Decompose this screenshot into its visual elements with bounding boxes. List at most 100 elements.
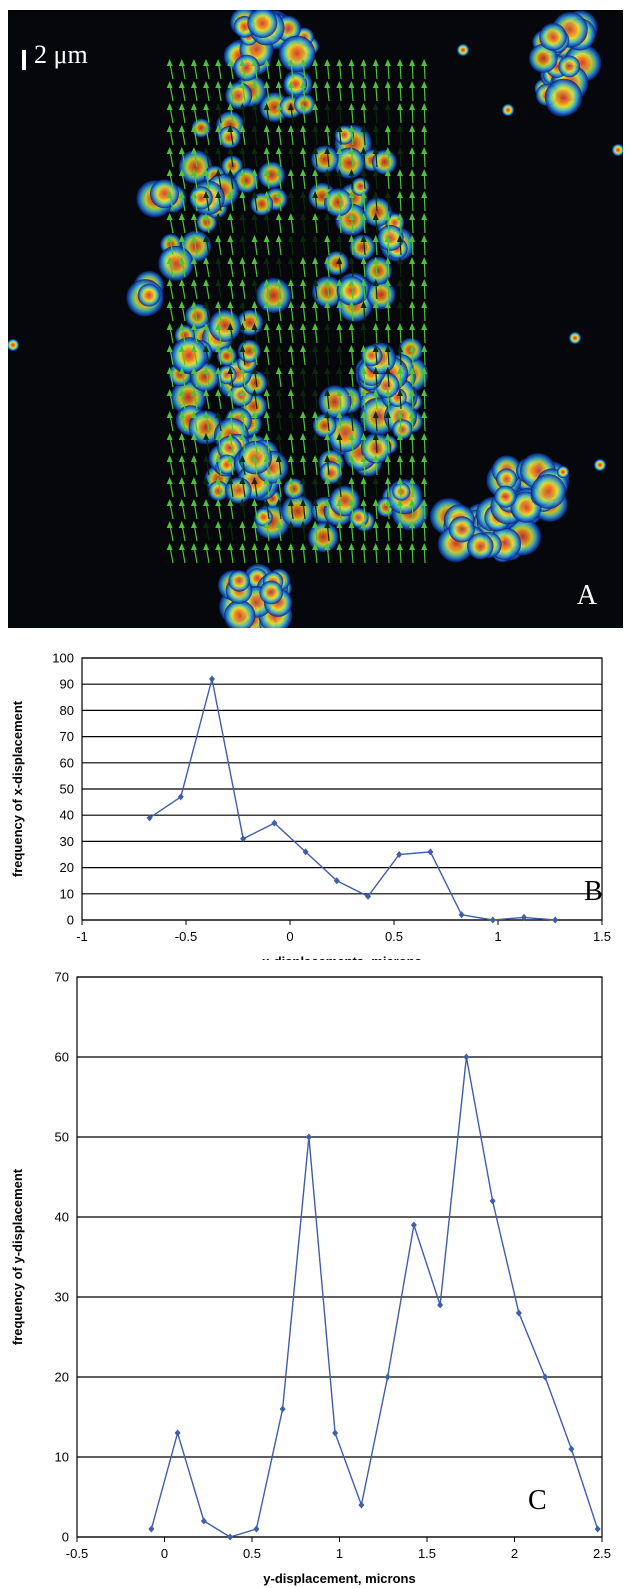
vector-arrow-head (178, 191, 185, 198)
fluorescence-blob (324, 188, 353, 217)
vector-arrow-head (384, 125, 391, 132)
plot-frame (81, 657, 603, 921)
vector-arrow-head (215, 367, 222, 374)
fluorescence-spot (557, 466, 569, 478)
fluorescence-blob (256, 277, 292, 313)
vector-arrow-head (227, 257, 234, 264)
vector-arrow-head (312, 345, 319, 352)
chart-y-displacement: 0 10 20 30 40 50 60 70 -0.5 0 0.5 1 1.5 2 2.5 y-displac… (0, 965, 631, 1588)
vector-arrow-head (324, 191, 331, 198)
vector-arrow-head (396, 521, 403, 528)
vector-arrow-head (312, 103, 319, 110)
panel-letter-a: A (576, 580, 597, 611)
vector-arrow-head (336, 521, 343, 528)
x-tick-label: -1 (76, 929, 88, 944)
vector-arrow-head (227, 521, 234, 528)
vector-arrow-head (372, 477, 379, 484)
fluorescence-blob (528, 43, 558, 73)
vector-arrow-head (384, 213, 391, 220)
vector-arrow-head (166, 213, 173, 220)
vector-arrow-head (421, 191, 428, 198)
vector-arrow-head (348, 499, 355, 506)
vector-arrow-head (239, 125, 246, 132)
vector-arrow-head (372, 257, 379, 264)
vector-arrow-head (251, 521, 258, 528)
vector-arrow-head (251, 433, 258, 440)
fluorescence-image-panel: 2 μm A (8, 10, 623, 628)
fluorescence-blob (217, 435, 242, 461)
vector-arrow-head (299, 477, 306, 484)
scale-bar (22, 50, 26, 70)
vector-arrow-head (372, 169, 379, 176)
data-point (333, 877, 340, 885)
fluorescence-spot (594, 459, 606, 471)
vector-arrow-head (396, 477, 403, 484)
fluorescence-blob (448, 516, 475, 543)
vector-arrow-head (251, 147, 258, 154)
vector-arrow-head (396, 367, 403, 374)
data-point (489, 1197, 496, 1205)
vector-arrow-head (372, 345, 379, 352)
vector-arrow-head (263, 235, 270, 242)
vector-arrow-head (178, 367, 185, 374)
vector-arrow-head (372, 323, 379, 330)
vector-arrow-head (263, 103, 270, 110)
vector-arrow-head (203, 59, 210, 66)
vector-arrow-head (336, 389, 343, 396)
data-point (410, 1221, 417, 1229)
vector-arrow-head (275, 279, 282, 286)
vector-arrow-head (372, 125, 379, 132)
vector-arrow-head (166, 279, 173, 286)
vector-arrow-head (275, 301, 282, 308)
vector-arrow-head (312, 433, 319, 440)
vector-arrow-head (215, 279, 222, 286)
y-tick-label: 20 (60, 860, 74, 875)
vector-arrow-head (409, 169, 416, 176)
vector-arrow-head (215, 81, 222, 88)
vector-arrow-head (178, 147, 185, 154)
vector-arrow-head (360, 169, 367, 176)
vector-arrow-head (239, 433, 246, 440)
vector-arrow-head (372, 103, 379, 110)
vector-arrow-head (360, 521, 367, 528)
vector-arrow-head (287, 213, 294, 220)
vector-arrow-head (421, 279, 428, 286)
vector-arrow-head (190, 169, 197, 176)
vector-arrow-head (203, 213, 210, 220)
fluorescence-spot (502, 104, 514, 116)
chart-x-displacement: 0 10 20 30 40 50 60 70 80 90 100 -1 -0.5 0 0.5 1 1.5 x-di… (0, 640, 631, 961)
vector-arrow-head (215, 543, 222, 550)
vector-arrow-head (348, 191, 355, 198)
vector-arrow-head (409, 213, 416, 220)
vector-arrow-head (409, 499, 416, 506)
vector-arrow-head (348, 125, 355, 132)
vector-arrow-head (215, 323, 222, 330)
vector-arrow-head (166, 147, 173, 154)
vector-arrow-head (299, 301, 306, 308)
vector-arrow-head (178, 103, 185, 110)
vector-arrow-head (203, 235, 210, 242)
vector-arrow-head (360, 235, 367, 242)
y-tick-label: 70 (60, 729, 74, 744)
vector-arrow-head (166, 367, 173, 374)
vector-arrow-head (372, 279, 379, 286)
vector-arrow-head (372, 411, 379, 418)
vector-arrow-head (227, 235, 234, 242)
vector-arrow-head (203, 81, 210, 88)
vector-arrow-head (396, 279, 403, 286)
vector-arrow-head (275, 125, 282, 132)
vector-arrow-head (312, 521, 319, 528)
vector-arrow-head (348, 81, 355, 88)
vector-arrow-head (227, 433, 234, 440)
vector-arrow-head (324, 81, 331, 88)
data-point (174, 1429, 181, 1437)
vector-arrow-head (384, 169, 391, 176)
vector-arrow-head (324, 103, 331, 110)
fluorescence-blob (351, 177, 370, 196)
vector-arrow-head (287, 323, 294, 330)
vector-arrow-head (348, 543, 355, 550)
vector-arrow-head (312, 279, 319, 286)
vector-arrow-head (239, 235, 246, 242)
vector-arrow-head (409, 477, 416, 484)
vector-arrow-head (227, 477, 234, 484)
